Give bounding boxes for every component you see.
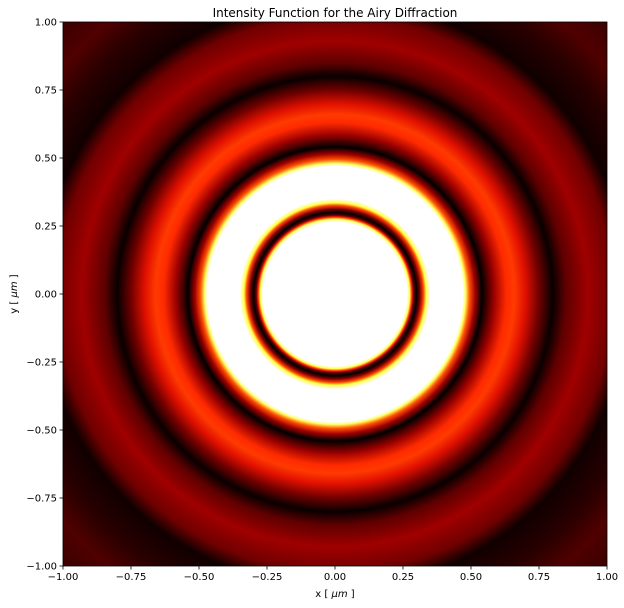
x-tick-label: −1.00 (48, 572, 79, 583)
x-axis: −1.00 −0.75 −0.50 −0.25 0.00 0.25 0.50 0.75 1.00 (48, 566, 618, 583)
x-tick-label: 1.00 (596, 572, 618, 583)
intensity-heatmap (63, 22, 607, 566)
x-tick-label: −0.25 (252, 572, 283, 583)
x-tick-label: 0.00 (324, 572, 346, 583)
y-tick-label: 1.00 (35, 18, 57, 29)
x-axis-label: x [ μm ] (315, 589, 354, 600)
x-tick-label: 0.25 (392, 572, 414, 583)
y-axis: 1.00 0.75 0.50 0.25 0.00 −0.25 −0.50 −0.75 −1.00 (26, 18, 63, 573)
y-tick-label: −0.75 (26, 494, 57, 505)
x-tick-label: 0.75 (528, 572, 550, 583)
y-tick-label: 0.50 (35, 154, 57, 165)
y-tick-label: −0.25 (26, 358, 57, 369)
heatmap-plot-area (63, 22, 607, 566)
x-tick-label: −0.75 (116, 572, 147, 583)
chart-title: Intensity Function for the Airy Diffract… (213, 6, 458, 20)
y-tick-label: −1.00 (26, 562, 57, 573)
y-axis-label: y [ μm ] (9, 274, 20, 313)
x-tick-label: −0.50 (184, 572, 215, 583)
y-tick-label: 0.75 (35, 86, 57, 97)
x-tick-label: 0.50 (460, 572, 482, 583)
y-tick-label: −0.50 (26, 426, 57, 437)
y-tick-label: 0.25 (35, 222, 57, 233)
y-tick-label: 0.00 (35, 290, 57, 301)
